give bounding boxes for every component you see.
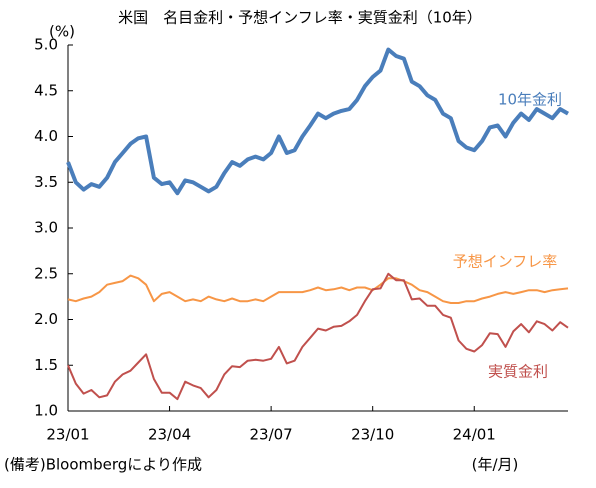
y-tick-label: 4.0 bbox=[34, 127, 58, 145]
x-tick-label: 24/01 bbox=[453, 426, 496, 444]
y-tick-label: 1.0 bbox=[34, 402, 58, 420]
y-tick-label: 2.0 bbox=[34, 310, 58, 328]
note: (備考)Bloombergにより作成 bbox=[4, 456, 202, 474]
y-tick-label: 3.5 bbox=[34, 173, 58, 191]
y-tick-label: 2.5 bbox=[34, 264, 58, 282]
legend-label: 予想インフレ率 bbox=[453, 253, 558, 271]
y-tick-label: 3.0 bbox=[34, 219, 58, 237]
y-tick-label: 5.0 bbox=[34, 36, 58, 54]
series-line bbox=[67, 274, 569, 304]
x-tick-label: 23/10 bbox=[351, 426, 394, 444]
x-tick-label: 23/01 bbox=[46, 426, 89, 444]
series-line bbox=[66, 47, 569, 196]
x-tick-label: 23/07 bbox=[250, 426, 293, 444]
y-tick-label: 1.5 bbox=[34, 356, 58, 374]
x-tick-label: 23/04 bbox=[148, 426, 191, 444]
y-tick-label: 4.5 bbox=[34, 81, 58, 99]
series-line bbox=[67, 272, 569, 401]
x-axis-label: (年/月) bbox=[472, 456, 519, 474]
legend-label: 実質金利 bbox=[488, 363, 548, 381]
y-axis-label: (%) bbox=[49, 23, 75, 41]
legend-label: 10年金利 bbox=[498, 91, 562, 109]
chart-title: 米国 名目金利・予想インフレ率・実質金利（10年） bbox=[118, 9, 482, 27]
